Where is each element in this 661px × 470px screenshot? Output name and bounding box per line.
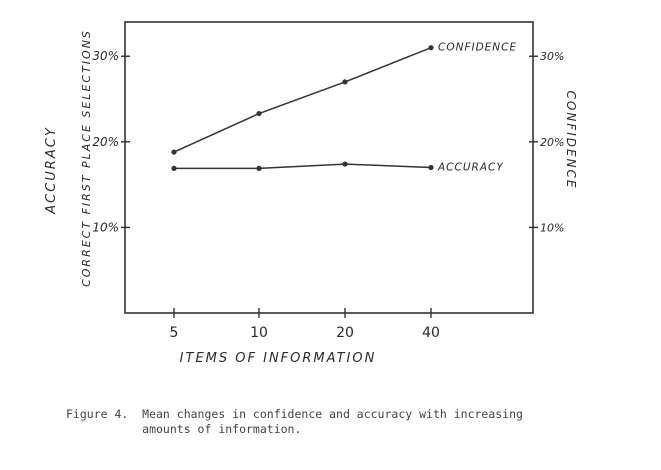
right-tick-label: 30% xyxy=(540,50,564,63)
x-tick-label: 20 xyxy=(336,325,354,341)
confidence-point xyxy=(256,110,262,117)
left-axis-subtitle: CORRECT FIRST PLACE SELECTIONS xyxy=(80,29,93,287)
right-tick-label: 20% xyxy=(540,136,564,149)
x-tick-label: 10 xyxy=(250,325,268,341)
right-axis-title: CONFIDENCE xyxy=(564,90,578,189)
x-tick-label: 5 xyxy=(170,325,179,341)
x-axis-ticks: 5 10 20 40 xyxy=(170,308,440,341)
confidence-point xyxy=(171,149,177,155)
confidence-line xyxy=(173,46,432,153)
confidence-point xyxy=(428,45,434,51)
confidence-series-label: CONFIDENCE xyxy=(438,42,517,54)
accuracy-line xyxy=(174,163,432,170)
series-group: CONFIDENCE ACCURACY xyxy=(171,42,517,174)
left-axis-title: ACCURACY xyxy=(44,126,59,215)
accuracy-point xyxy=(428,164,434,171)
left-tick-label: 10% xyxy=(92,220,119,234)
left-tick-label: 20% xyxy=(92,135,119,149)
accuracy-point xyxy=(171,165,177,171)
right-tick-label: 10% xyxy=(540,221,564,234)
plot-frame xyxy=(124,21,534,314)
accuracy-series-label: ACCURACY xyxy=(437,162,504,174)
accuracy-point xyxy=(342,161,348,167)
axis-labels: ITEMS OF INFORMATION ACCURACY CORRECT FI… xyxy=(44,29,578,366)
left-tick-label: 30% xyxy=(92,49,119,63)
y-axis-ticks: 10% 20% 30% 10% 20% 30% xyxy=(92,49,564,234)
plot-border xyxy=(124,21,534,314)
confidence-point xyxy=(342,79,348,85)
x-tick-label: 40 xyxy=(422,325,440,341)
accuracy-point xyxy=(256,165,262,171)
x-axis-title: ITEMS OF INFORMATION xyxy=(180,351,377,366)
figure-caption: Figure 4. Mean changes in confidence and… xyxy=(66,407,523,436)
